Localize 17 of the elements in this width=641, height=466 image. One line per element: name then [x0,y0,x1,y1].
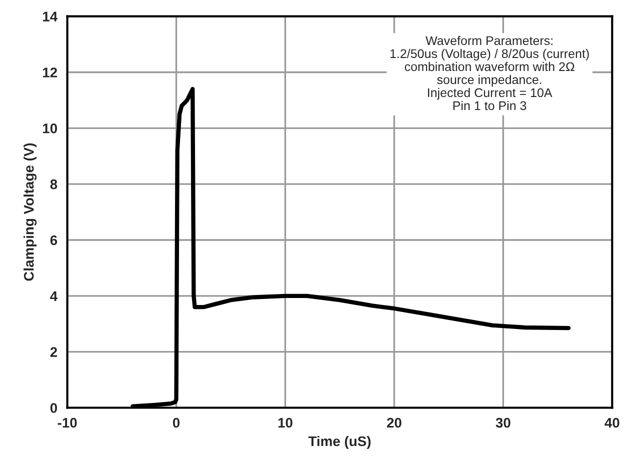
x-tick-label: -10 [58,418,77,428]
y-tick-label: 10 [43,123,58,134]
y-tick-label: 14 [43,12,58,22]
y-tick-label: 6 [50,235,58,246]
y-axis-title: Clamping Voltage (V) [24,143,37,281]
y-tick-label: 8 [50,179,58,190]
annotation: Waveform Parameters: 1.2/50us (Voltage) / 8/20us (current) combination waveform with 2Ω source impedance. Injected Current = 10A Pin 1 to Pin 3 [390,36,589,110]
y-tick-label: 12 [43,68,58,78]
y-tick-label: 2 [50,347,58,357]
x-tick-label: 30 [496,418,510,428]
x-tick-label: 0 [172,418,180,428]
x-axis-title: Time (uS) [308,436,371,449]
x-tick-label: 40 [604,418,620,428]
x-tick-label: 20 [386,418,402,428]
y-tick-label: 0 [50,403,58,413]
x-tick-label: 10 [278,418,292,428]
y-tick-label: 4 [50,291,58,301]
